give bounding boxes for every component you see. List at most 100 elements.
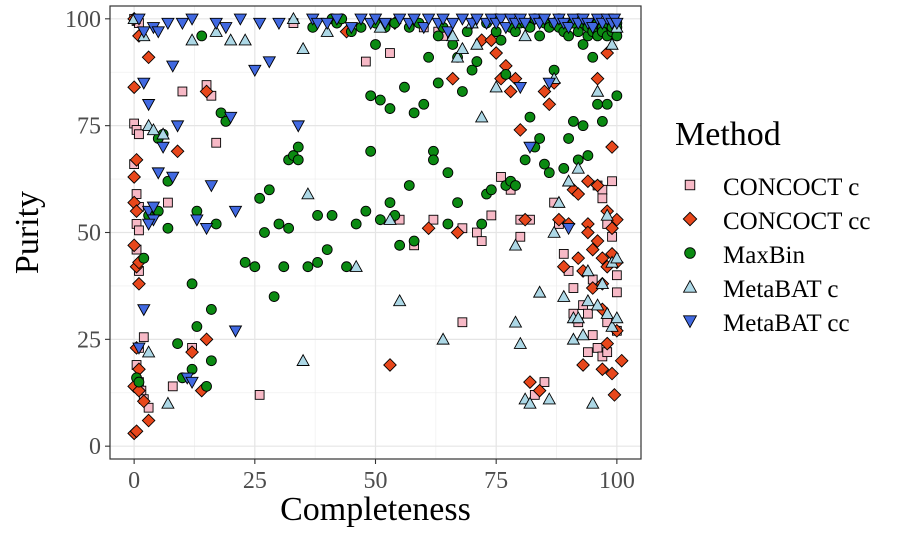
data-point: [238, 33, 252, 46]
legend-item: CONCOCT c: [684, 174, 859, 201]
data-point: [199, 222, 214, 236]
data-point: [614, 353, 629, 368]
data-point: [568, 115, 579, 127]
data-point: [384, 103, 396, 114]
data-point: [132, 13, 146, 26]
data-point: [508, 315, 523, 328]
data-point: [432, 30, 444, 42]
data-point: [190, 214, 204, 227]
data-point: [291, 120, 306, 133]
data-point: [185, 13, 199, 26]
data-point: [219, 22, 233, 35]
data-point: [399, 81, 410, 93]
data-point: [611, 90, 623, 102]
data-point: [127, 238, 142, 253]
data-point: [455, 41, 470, 54]
data-point: [273, 218, 285, 230]
data-point: [513, 81, 528, 95]
data-point: [163, 197, 173, 208]
x-tick-label: 75: [484, 468, 508, 494]
data-point: [442, 167, 454, 179]
data-point: [156, 127, 170, 140]
data-point: [199, 332, 214, 347]
data-point: [134, 129, 144, 140]
legend-key: [682, 279, 698, 293]
data-point: [421, 221, 436, 236]
data-point: [320, 24, 334, 37]
data-point: [597, 193, 608, 204]
data-point: [407, 13, 421, 26]
data-point: [127, 80, 142, 95]
data-point: [321, 244, 333, 255]
data-point: [600, 306, 614, 319]
data-point: [186, 278, 198, 290]
data-point: [408, 235, 420, 247]
data-point: [577, 39, 589, 50]
data-point: [605, 37, 619, 50]
data-point: [537, 84, 552, 99]
legend-key: [684, 247, 696, 259]
data-point: [403, 180, 415, 191]
data-point: [563, 133, 574, 144]
data-point: [354, 13, 368, 26]
data-point: [166, 171, 180, 184]
data-point: [286, 11, 301, 25]
legend-label: CONCOCT cc: [723, 208, 870, 235]
data-point: [350, 218, 362, 230]
y-axis-title: Purity: [9, 191, 46, 274]
data-point: [532, 383, 547, 398]
data-point: [610, 251, 624, 264]
data-point: [141, 218, 156, 231]
data-point: [263, 184, 275, 196]
data-point: [583, 308, 593, 319]
data-point: [571, 251, 586, 266]
data-point: [450, 50, 465, 63]
data-point: [172, 338, 183, 350]
data-point: [296, 41, 310, 54]
data-point: [605, 366, 619, 381]
data-point: [312, 210, 323, 221]
data-point: [141, 345, 156, 358]
points: [127, 11, 629, 441]
data-point: [129, 204, 144, 219]
data-point: [476, 236, 487, 246]
data-point: [301, 187, 315, 200]
data-point: [239, 257, 251, 268]
data-point: [489, 80, 503, 93]
data-point: [211, 137, 222, 148]
data-point: [278, 261, 290, 273]
data-point: [205, 304, 217, 315]
data-point: [510, 180, 521, 191]
data-point: [472, 227, 482, 238]
data-point: [223, 111, 238, 125]
data-point: [417, 22, 431, 35]
data-point: [209, 24, 223, 37]
data-point: [534, 133, 546, 144]
data-point: [590, 234, 605, 248]
data-point: [590, 298, 605, 311]
data-point: [592, 98, 603, 110]
data-point: [137, 77, 151, 90]
data-point: [132, 383, 146, 398]
data-point: [513, 336, 528, 349]
data-point: [445, 29, 460, 42]
data-point: [137, 26, 151, 39]
data-point: [534, 30, 546, 42]
data-point: [436, 13, 450, 26]
data-point: [394, 239, 406, 251]
data-point: [233, 13, 248, 26]
data-point: [518, 212, 533, 227]
data-point: [585, 396, 600, 409]
data-point: [421, 13, 436, 26]
data-point: [585, 22, 600, 35]
data-point: [365, 90, 377, 102]
series-metabat-cc: [132, 13, 624, 389]
data-point: [558, 163, 570, 174]
data-point: [552, 212, 566, 227]
data-point: [326, 210, 338, 221]
data-point: [556, 259, 571, 274]
data-point: [292, 154, 304, 166]
data-point: [228, 325, 243, 338]
data-point: [205, 355, 217, 367]
data-point: [129, 152, 144, 167]
